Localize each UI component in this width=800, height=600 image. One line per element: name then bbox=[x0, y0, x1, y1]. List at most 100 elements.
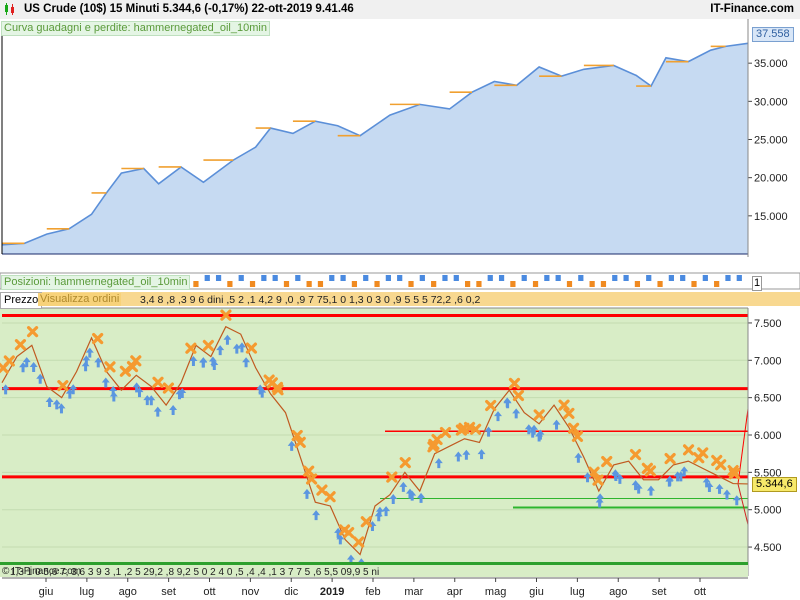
time-tick-label: 2019 bbox=[320, 586, 344, 598]
buy-signal-marker bbox=[199, 357, 208, 368]
position-bar bbox=[668, 275, 674, 281]
sell-signal-marker bbox=[727, 464, 739, 477]
position-bar bbox=[453, 275, 459, 281]
buy-signal-marker bbox=[382, 506, 391, 517]
bottom-green-bar bbox=[0, 562, 748, 565]
position-bar bbox=[351, 281, 358, 287]
buy-signal-marker bbox=[216, 345, 225, 356]
buy-signal-marker bbox=[82, 355, 91, 366]
position-bar bbox=[498, 275, 505, 281]
equity-ytick-label: 30.000 bbox=[754, 96, 788, 108]
sell-signal-marker bbox=[563, 407, 575, 420]
buy-signal-marker bbox=[536, 429, 545, 440]
buy-signal-marker bbox=[52, 399, 61, 410]
brand-name[interactable]: IT-Finance.com bbox=[710, 3, 794, 15]
sell-signal-marker bbox=[508, 377, 521, 390]
sell-signal-marker bbox=[629, 449, 642, 461]
show-orders-tab[interactable]: Visualizza ordini bbox=[38, 293, 122, 306]
buy-signal-marker bbox=[132, 382, 141, 393]
price-ytick-label: 7.000 bbox=[754, 355, 782, 367]
equity-pane-label[interactable]: Curva guadagni e perdite: hammernegated_… bbox=[1, 21, 270, 36]
sell-signal-marker bbox=[360, 516, 372, 528]
equity-ytick-label: 20.000 bbox=[754, 173, 788, 185]
equity-ytick-label: 15.000 bbox=[754, 211, 788, 223]
header-bar: US Crude (10$) 15 Minuti 5.344,6 (-0,17%… bbox=[0, 0, 800, 20]
buy-signal-marker bbox=[615, 473, 624, 484]
buy-signal-marker bbox=[417, 492, 426, 503]
watermark: © IT-Finance.com bbox=[2, 566, 82, 577]
buy-signal-marker bbox=[399, 481, 408, 492]
sell-signal-marker bbox=[399, 457, 411, 469]
position-bar bbox=[295, 275, 301, 281]
buy-signal-marker bbox=[732, 495, 741, 506]
positions-marker-badge: 1 bbox=[752, 276, 763, 291]
time-tick-label: lug bbox=[80, 586, 95, 598]
position-bar bbox=[510, 281, 516, 287]
time-tick-label: set bbox=[161, 586, 176, 598]
buy-signal-marker bbox=[169, 404, 178, 415]
sell-signal-marker bbox=[512, 389, 525, 402]
buy-signal-marker bbox=[462, 449, 471, 460]
buy-signal-marker bbox=[22, 357, 31, 368]
order-strip-bg bbox=[0, 292, 800, 306]
buy-signal-marker bbox=[85, 347, 94, 358]
buy-signal-marker bbox=[29, 361, 38, 372]
buy-signal-marker bbox=[368, 520, 377, 531]
sell-signal-marker bbox=[588, 466, 600, 478]
buy-signal-marker bbox=[512, 408, 521, 419]
sell-signal-marker bbox=[386, 471, 398, 483]
position-bar bbox=[476, 281, 482, 287]
sell-signal-marker bbox=[485, 399, 497, 412]
price-tab[interactable]: Prezzo bbox=[0, 292, 43, 309]
buy-signal-marker bbox=[676, 471, 685, 482]
bottom-strip-bg bbox=[0, 565, 748, 577]
sell-signal-marker bbox=[303, 465, 315, 477]
buy-signal-marker bbox=[109, 386, 118, 397]
buy-signal-marker bbox=[19, 362, 28, 373]
candlestick-icon bbox=[5, 3, 14, 15]
buy-signal-marker bbox=[680, 466, 689, 477]
sell-signal-marker bbox=[533, 409, 545, 421]
buy-signal-marker bbox=[178, 387, 187, 398]
position-bar bbox=[238, 275, 244, 281]
sell-signal-marker bbox=[271, 381, 283, 393]
sell-signal-marker bbox=[470, 423, 482, 435]
sell-signal-marker bbox=[592, 474, 604, 486]
buy-signal-marker bbox=[346, 554, 355, 565]
sell-signal-marker bbox=[119, 365, 131, 377]
position-bar bbox=[544, 275, 550, 281]
buy-signal-marker bbox=[503, 398, 512, 409]
buy-signal-marker bbox=[631, 480, 640, 491]
price-ytick-label: 7.500 bbox=[754, 318, 782, 330]
position-bar bbox=[646, 275, 652, 281]
position-bar bbox=[329, 275, 335, 281]
trend-line bbox=[737, 483, 749, 525]
buy-signal-marker bbox=[583, 472, 592, 483]
order-strip-labels: 3,4 8 ,8 ,3 9 6 dini ,5 2 ,1 4,2 9 ,0 ,9… bbox=[140, 294, 480, 306]
positions-pane-label[interactable]: Posizioni: hammernegated_oil_10min bbox=[1, 275, 191, 290]
sell-signal-marker bbox=[294, 436, 306, 448]
buy-signal-marker bbox=[596, 493, 605, 504]
time-tick-label: apr bbox=[447, 586, 463, 598]
sell-signal-marker bbox=[431, 433, 443, 446]
sell-signal-marker bbox=[439, 426, 452, 439]
sell-signal-marker bbox=[571, 430, 584, 443]
position-bar bbox=[306, 281, 312, 287]
position-bar bbox=[215, 275, 222, 281]
position-bar bbox=[612, 275, 618, 281]
position-bar bbox=[227, 281, 233, 287]
position-bar bbox=[578, 275, 584, 281]
time-tick-label: set bbox=[652, 586, 667, 598]
sell-signal-marker bbox=[126, 360, 139, 373]
price-ytick-label: 5.000 bbox=[754, 505, 782, 517]
position-bar bbox=[442, 275, 448, 281]
position-bar bbox=[623, 275, 629, 281]
buy-signal-marker bbox=[57, 403, 66, 414]
buy-signal-marker bbox=[94, 357, 103, 368]
position-bar bbox=[736, 275, 742, 281]
position-bar bbox=[261, 275, 267, 281]
buy-signal-marker bbox=[232, 343, 241, 354]
sell-signal-marker bbox=[343, 527, 355, 539]
sell-signal-marker bbox=[162, 382, 175, 394]
